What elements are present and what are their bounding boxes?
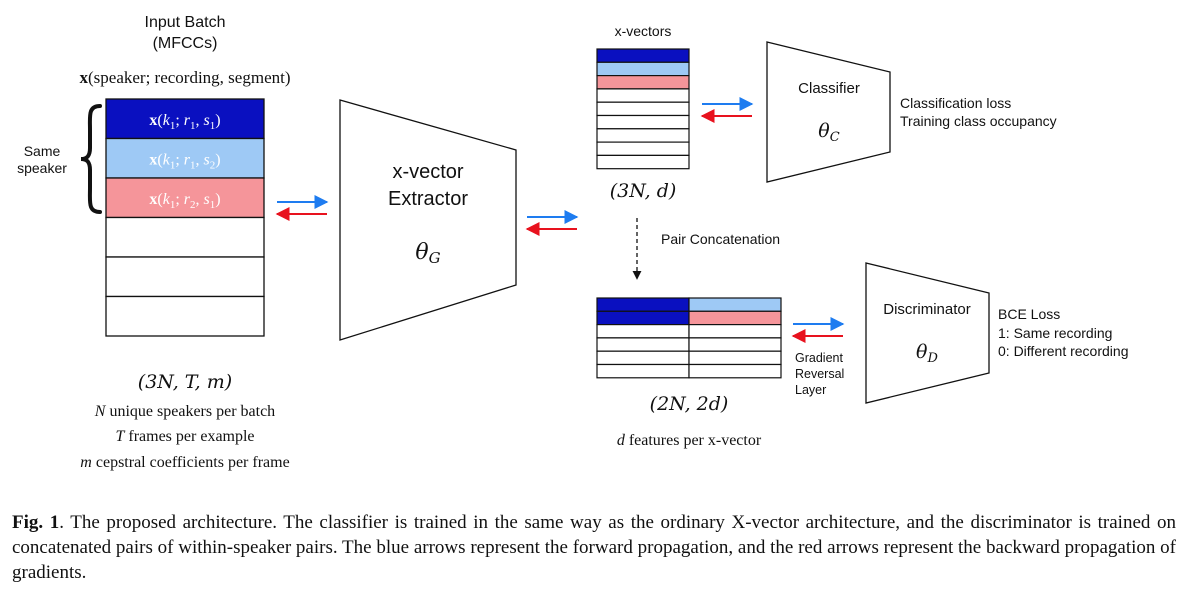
pair-left-cell [596, 297, 690, 312]
classifier-label: Classifier [798, 80, 860, 97]
xvector-row [596, 101, 690, 117]
arrows-extractor-output [525, 210, 579, 236]
pair-right-cell [688, 363, 782, 379]
xvector-row [596, 48, 690, 63]
grl-line1: Gradient [795, 351, 843, 365]
pair-right-cell [688, 297, 782, 312]
arrows-pairs-discriminator: Gradient Reversal Layer [791, 317, 845, 397]
input-title-line2: (MFCCs) [153, 35, 218, 52]
input-row-label: x(k1; r2, s1) [149, 191, 220, 211]
pair-right-cell [688, 337, 782, 352]
discriminator-param: θD [916, 341, 938, 366]
classifier-shape [766, 41, 891, 183]
input-batch: Input Batch (MFCCs) x(speaker; recording… [17, 14, 290, 471]
input-row [105, 177, 265, 219]
input-row [105, 256, 265, 298]
same-speaker-line2: speaker [17, 160, 67, 176]
classifier-param: θC [818, 120, 839, 145]
input-desc-cepstral: m cepstral coefficients per frame [80, 454, 289, 471]
xvectors-rows [596, 48, 690, 170]
input-row [105, 98, 265, 140]
grl-line3: Layer [795, 383, 826, 397]
xvectors-title: x-vectors [615, 23, 672, 39]
xvectors-block: x-vectors (3N, d) [596, 23, 690, 202]
pairs-block: (2N, 2d) d features per x-vector [596, 297, 782, 449]
xvector-row [596, 61, 690, 77]
extractor-shape [339, 99, 517, 341]
discriminator-shape [865, 262, 990, 404]
pairs-rows [596, 297, 782, 379]
xvector-row [596, 74, 690, 90]
classification-loss: Classification loss [900, 95, 1011, 111]
pair-right-cell [688, 324, 782, 339]
pair-left-cell [596, 350, 690, 366]
arrows-input-extractor [275, 195, 329, 221]
input-row [105, 295, 265, 337]
pair-left-cell [596, 324, 690, 339]
pair-left-cell [596, 310, 690, 326]
bce-loss: BCE Loss [998, 306, 1060, 322]
arrows-xvec-classifier [700, 97, 754, 123]
pairs-desc: d features per x-vector [617, 432, 762, 449]
pairs-shape: (2N, 2d) [650, 393, 729, 415]
xvector-row [596, 154, 690, 170]
input-desc-frames: T frames per example [115, 428, 254, 445]
input-desc-speakers: N unique speakers per batch [94, 403, 275, 420]
extractor-line2: Extractor [388, 188, 468, 210]
input-row-label: x(k1; r1, s1) [149, 112, 220, 132]
discriminator-label: Discriminator [883, 301, 971, 318]
same-speaker-line1: Same [24, 143, 61, 159]
xvector-extractor: x-vector Extractor θG [339, 99, 517, 341]
discriminator: Discriminator θD BCE Loss 1: Same record… [865, 262, 1128, 404]
pair-left-cell [596, 337, 690, 352]
input-rows: x(k1; r1, s1) x(k1; r1, s2) x(k1; r2, s1) [105, 98, 265, 337]
xvector-row [596, 88, 690, 103]
pair-right-cell [688, 310, 782, 326]
pair-right-cell [688, 350, 782, 366]
same-speaker-brace [80, 104, 102, 214]
caption-text: . The proposed architecture. The classif… [12, 512, 1176, 583]
xvector-row [596, 114, 690, 130]
different-recording: 0: Different recording [998, 343, 1128, 359]
extractor-line1: x-vector [392, 161, 463, 183]
pair-concatenation: Pair Concatenation [632, 218, 780, 280]
input-row [105, 216, 265, 258]
xvector-row [596, 141, 690, 157]
same-recording: 1: Same recording [998, 325, 1112, 341]
pair-left-cell [596, 363, 690, 379]
xvector-row [596, 128, 690, 143]
grl-line2: Reversal [795, 367, 844, 381]
figure-number: Fig. 1 [12, 512, 60, 533]
input-shape: (3N, T, m) [138, 371, 232, 393]
classifier: Classifier θC Classification loss Traini… [766, 41, 1057, 183]
extractor-param: θG [415, 240, 440, 267]
input-formula: x(speaker; recording, segment) [80, 68, 291, 87]
pair-concat-label: Pair Concatenation [661, 231, 780, 247]
xvectors-shape: (3N, d) [610, 180, 677, 202]
training-class-occupancy: Training class occupancy [900, 113, 1057, 129]
input-row-label: x(k1; r1, s2) [149, 151, 220, 171]
figure-caption: Fig. 1. The proposed architecture. The c… [12, 510, 1176, 585]
input-title-line1: Input Batch [145, 14, 226, 31]
